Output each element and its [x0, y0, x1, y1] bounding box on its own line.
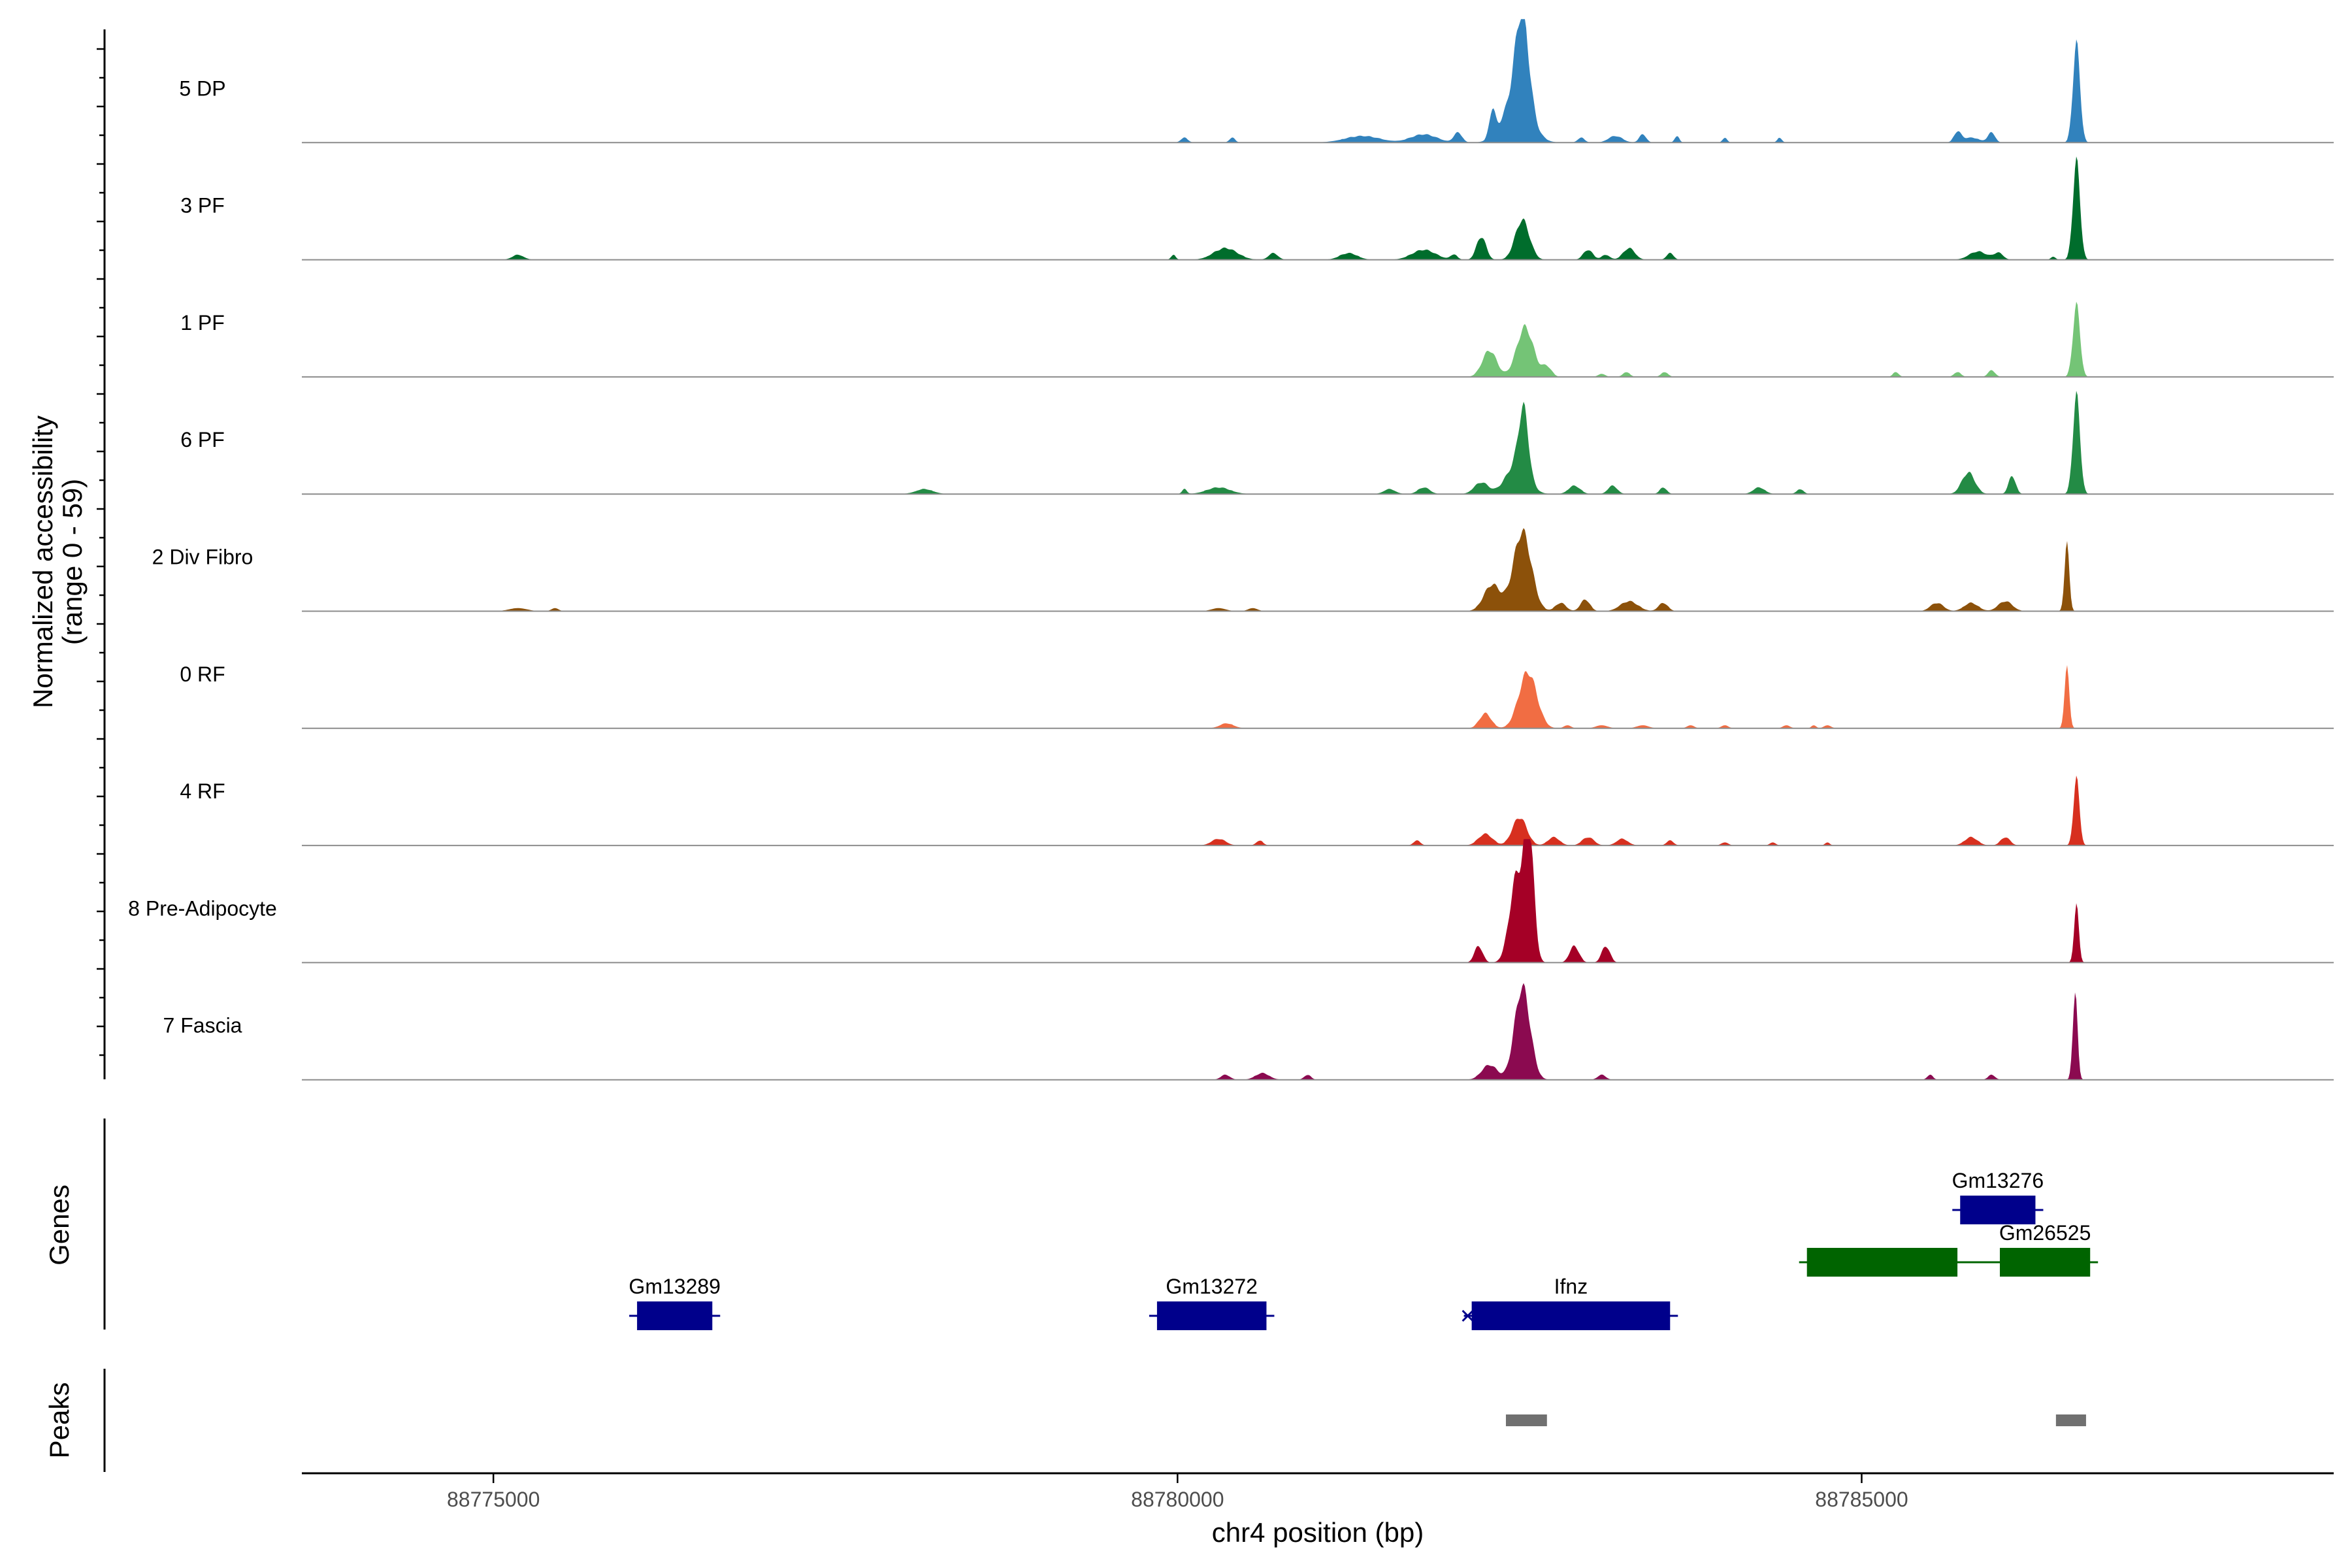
genes-panel-label: Genes [44, 1184, 74, 1266]
gene-label: Gm26525 [1999, 1221, 2091, 1245]
x-axis-title: chr4 position (bp) [1212, 1517, 1424, 1548]
strand-arrow [1846, 1254, 1855, 1270]
gene-label: Gm13272 [1166, 1275, 1258, 1298]
gene-ifnz: Ifnz [1463, 1275, 1678, 1330]
track-area-7-fascia [302, 983, 2334, 1080]
track-label: 6 PF [180, 428, 225, 451]
track-area-3-pf [302, 156, 2334, 260]
track-6-pf: 6 PF [180, 391, 2334, 495]
gene-label: Gm13276 [1952, 1169, 2044, 1192]
track-label: 4 RF [180, 779, 225, 803]
coverage-tracks: 5 DP 3 PF 1 PF 6 PF 2 Div Fibro 0 RF 4 RF 8 Pre… [128, 19, 2334, 1081]
gene-gm13289: Gm13289 [629, 1275, 721, 1330]
track-5-dp: 5 DP [179, 19, 2334, 144]
track-label: 3 PF [180, 194, 225, 218]
gene-label: Gm13289 [629, 1275, 721, 1298]
gene-gm13272: Gm13272 [1149, 1275, 1275, 1330]
track-area-2-div-fibro [302, 528, 2334, 612]
gene-models: Gm13289 Gm13272 Ifnz Gm13276 Gm26525 [629, 1169, 2099, 1330]
track-4-rf: 4 RF [180, 776, 2334, 847]
gene-label: Ifnz [1554, 1275, 1588, 1298]
track-label: 0 RF [180, 662, 225, 686]
accessibility-axis-ticks [97, 48, 105, 1056]
strand-arrow [2069, 1254, 2078, 1270]
peak-region [1505, 1414, 1547, 1426]
gene-gm13276: Gm13276 [1952, 1169, 2044, 1224]
accessibility-axis [97, 29, 106, 1079]
track-3-pf: 3 PF [180, 156, 2334, 261]
track-area-6-pf [302, 391, 2334, 495]
gene-gm26525 [1846, 1254, 2081, 1270]
track-label: 8 Pre-Adipocyte [128, 896, 277, 920]
genes-panel: Genes Gm13289 Gm13272 Ifnz Gm13276 Gm26525 [44, 1119, 2099, 1330]
track-1-pf: 1 PF [180, 301, 2334, 378]
track-0-rf: 0 RF [180, 662, 2334, 729]
x-tick-label: 88775000 [447, 1488, 540, 1511]
track-area-5-dp [302, 19, 2334, 143]
gene-gm26525 [1799, 1248, 1966, 1277]
track-label: 7 Fascia [163, 1014, 242, 1037]
x-axis: 88775000 88780000 88785000 chr4 position (… [302, 1472, 2334, 1548]
x-tick-label: 88780000 [1131, 1488, 1224, 1511]
track-area-0-rf [302, 665, 2334, 728]
peaks-panel: Peaks [44, 1369, 2086, 1472]
track-area-8-pre-adipocyte [302, 839, 2334, 963]
track-area-1-pf [302, 301, 2334, 377]
track-area-4-rf [302, 776, 2334, 846]
peak-region [2055, 1414, 2086, 1426]
track-2-div-fibro: 2 Div Fibro [152, 528, 2334, 612]
peaks-panel-label: Peaks [44, 1382, 74, 1459]
peak-regions [1505, 1414, 2086, 1426]
x-tick-label: 88785000 [1815, 1488, 1908, 1511]
track-7-fascia: 7 Fascia [163, 983, 2334, 1081]
y-axis-title-line1: Normalized accessibility [27, 416, 58, 708]
track-label: 5 DP [179, 76, 225, 100]
gene-gm26525: Gm26525 [1991, 1221, 2099, 1277]
track-label: 2 Div Fibro [152, 546, 253, 569]
x-axis-ticks: 88775000 88780000 88785000 [447, 1473, 1908, 1511]
y-axis-title-line2: (range 0 - 59) [57, 479, 88, 645]
track-8-pre-adipocyte: 8 Pre-Adipocyte [128, 839, 2334, 964]
strand-arrow [1462, 1309, 1474, 1322]
track-label: 1 PF [180, 311, 225, 335]
